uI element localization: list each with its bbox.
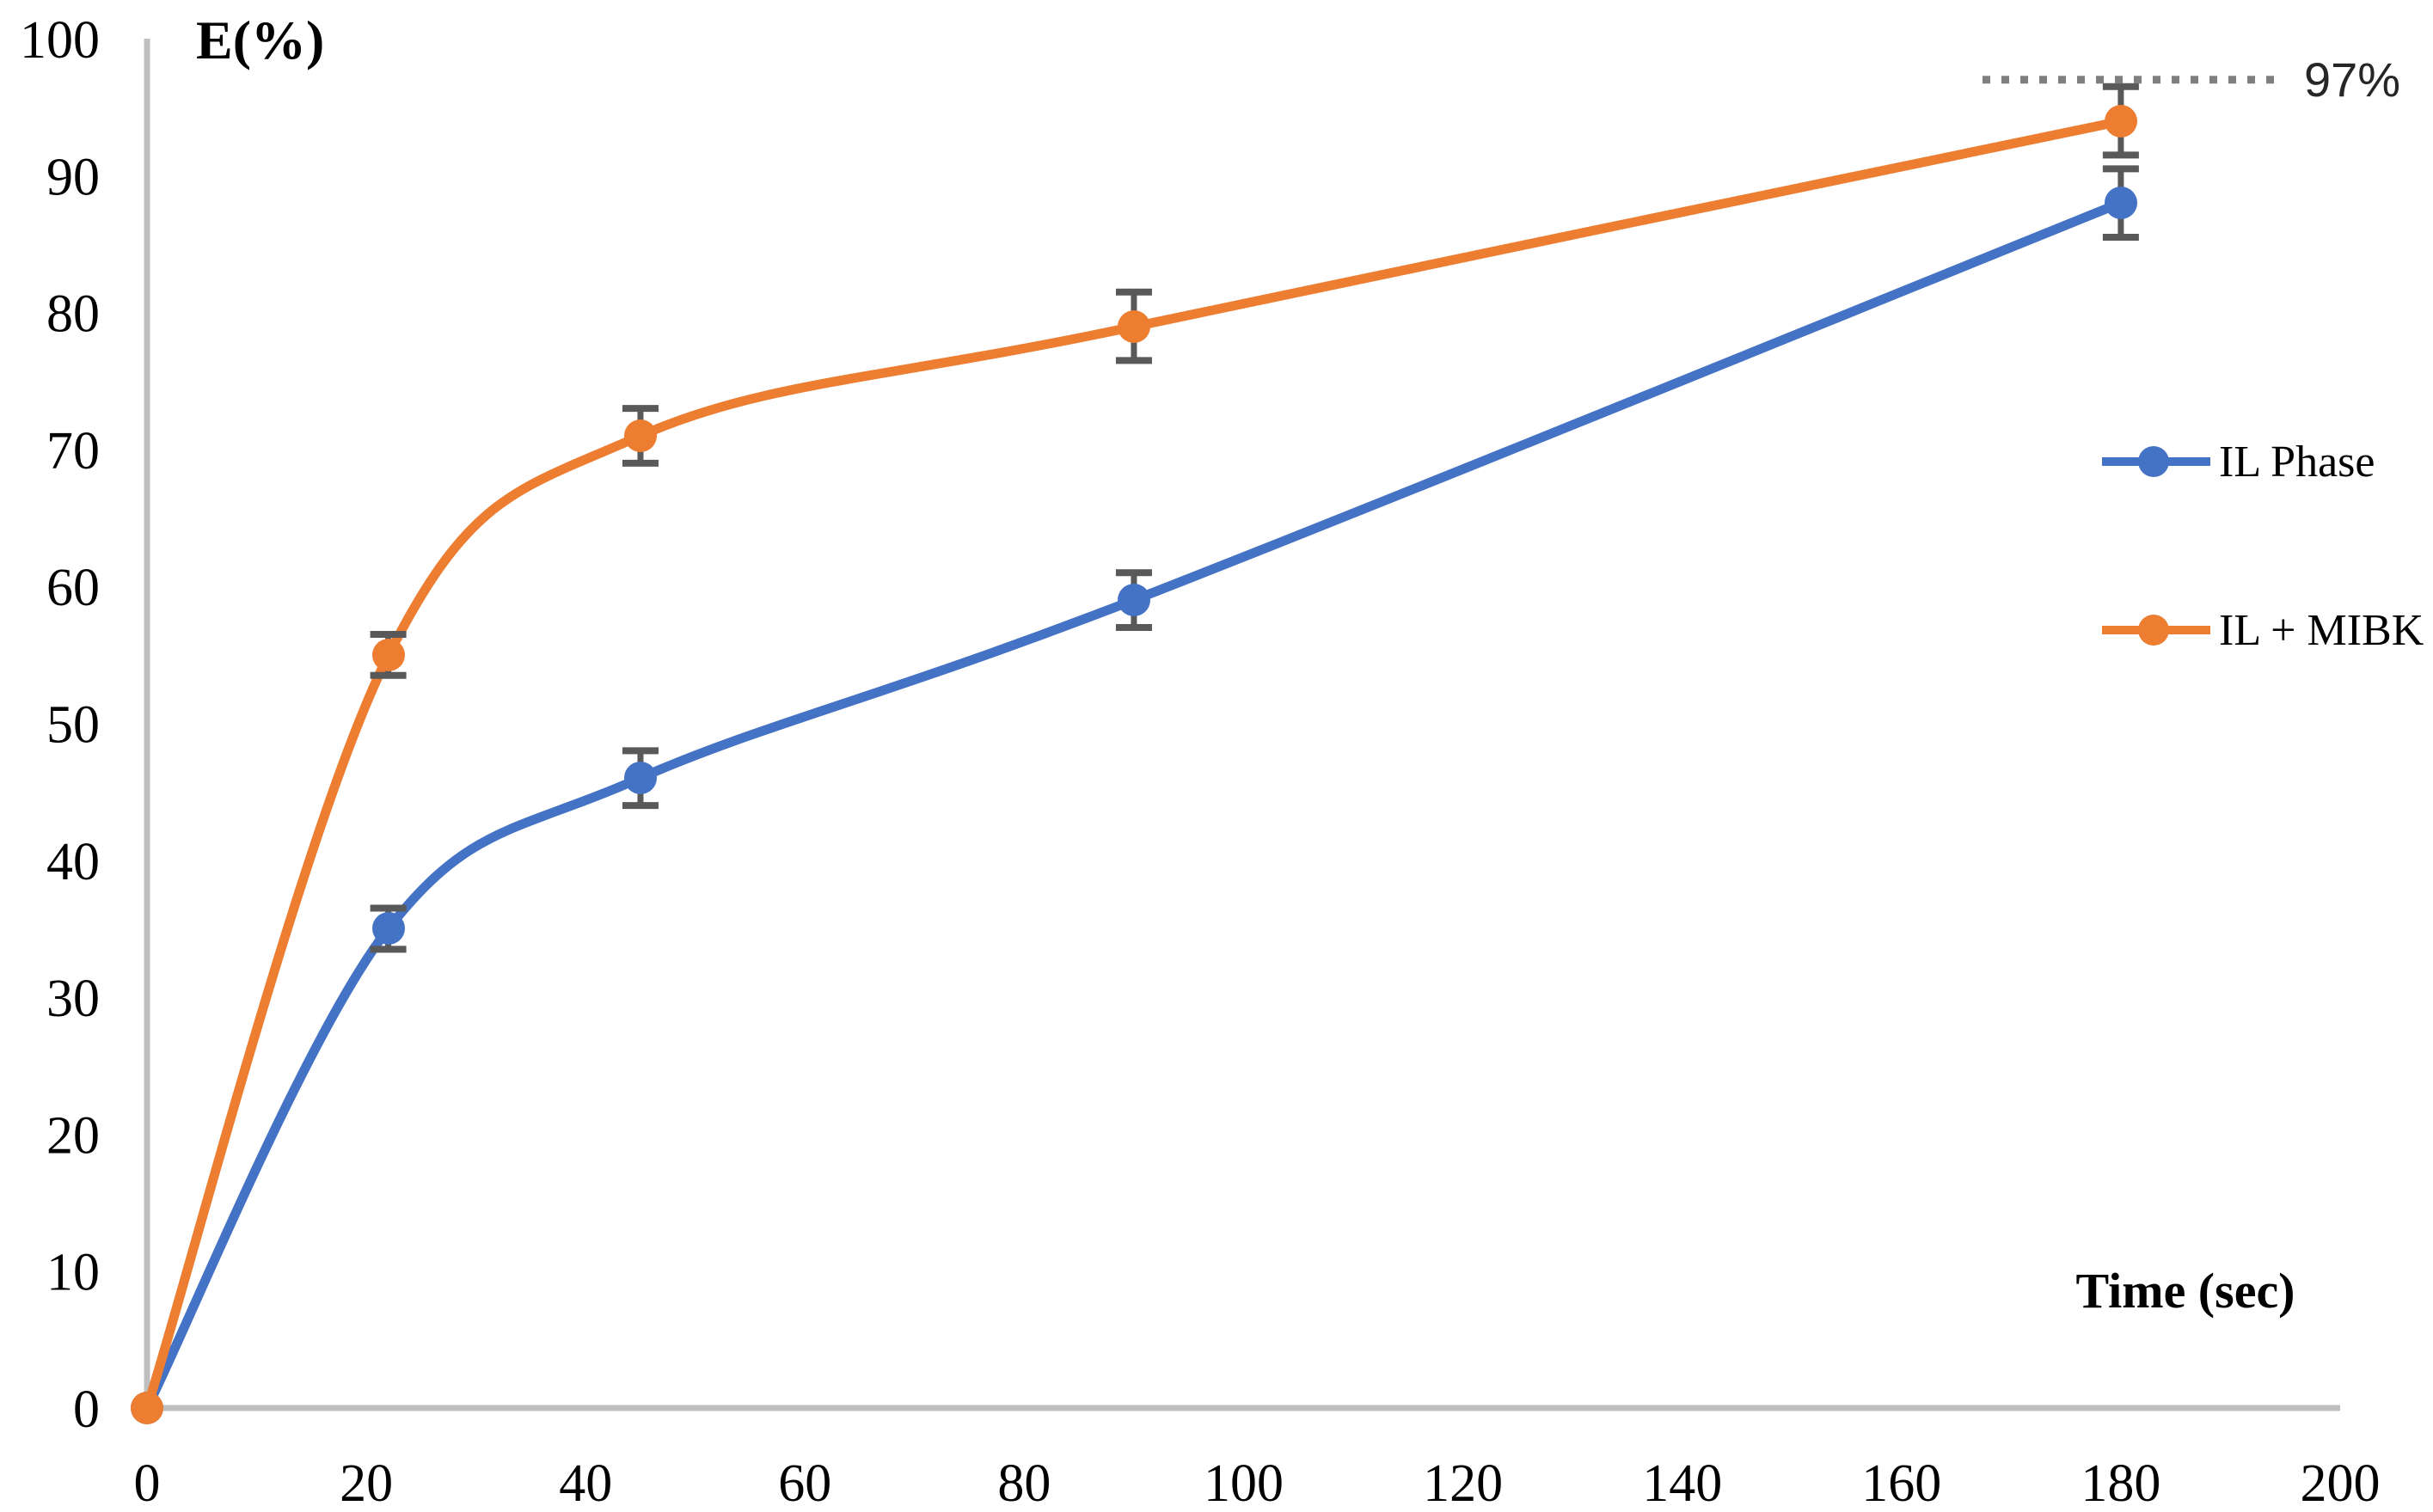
x-tick-label: 140 — [1642, 1454, 1722, 1512]
legend-item-il-phase: IL Phase — [2100, 435, 2375, 488]
series-line-0 — [142, 198, 2126, 1413]
series-line-1 — [142, 116, 2126, 1413]
legend-item-il-mibk: IL + MIBK — [2100, 603, 2424, 657]
x-tick-label: 20 — [340, 1454, 393, 1512]
x-tick-label: 200 — [2301, 1454, 2381, 1512]
x-tick-label: 40 — [559, 1454, 612, 1512]
x-tick-label: 180 — [2081, 1454, 2160, 1512]
error-bars-0 — [370, 165, 2139, 953]
data-point-marker — [1118, 584, 1150, 616]
x-tick-label: 160 — [1861, 1454, 1941, 1512]
x-tick-label: 0 — [134, 1454, 161, 1512]
series-line-marker-icon — [2102, 446, 2210, 477]
x-tick-label: 80 — [997, 1454, 1051, 1512]
data-point-marker — [372, 912, 405, 945]
x-tick-label: 120 — [1423, 1454, 1503, 1512]
y-tick-label: 90 — [46, 148, 100, 206]
y-tick-label: 20 — [46, 1106, 100, 1165]
y-tick-label: 50 — [46, 696, 100, 755]
data-point-marker — [624, 419, 657, 452]
annotation-97-label: 97% — [2304, 52, 2401, 107]
data-point-marker — [2105, 105, 2137, 138]
data-point-marker — [624, 762, 657, 794]
data-point-marker — [131, 1392, 163, 1424]
series-line-marker-icon — [2102, 615, 2210, 646]
legend-label: IL Phase — [2219, 437, 2375, 487]
error-bars-1 — [370, 83, 2139, 679]
y-axis-title: E(%) — [196, 9, 325, 70]
x-tick-label: 100 — [1204, 1454, 1284, 1512]
y-tick-label: 100 — [20, 11, 100, 70]
data-point-marker — [372, 639, 405, 671]
y-tick-label: 70 — [46, 422, 100, 481]
y-tick-label: 30 — [46, 970, 100, 1028]
x-axis-title: Time (sec) — [2075, 1263, 2295, 1319]
legend-label: IL + MIBK — [2219, 605, 2424, 655]
y-tick-label: 80 — [46, 285, 100, 344]
y-tick-label: 0 — [73, 1380, 100, 1439]
data-point-marker — [2105, 187, 2137, 219]
y-tick-label: 10 — [46, 1244, 100, 1302]
data-point-marker — [1118, 310, 1150, 343]
y-tick-label: 60 — [46, 559, 100, 617]
y-tick-label: 40 — [46, 833, 100, 891]
x-tick-label: 60 — [778, 1454, 831, 1512]
